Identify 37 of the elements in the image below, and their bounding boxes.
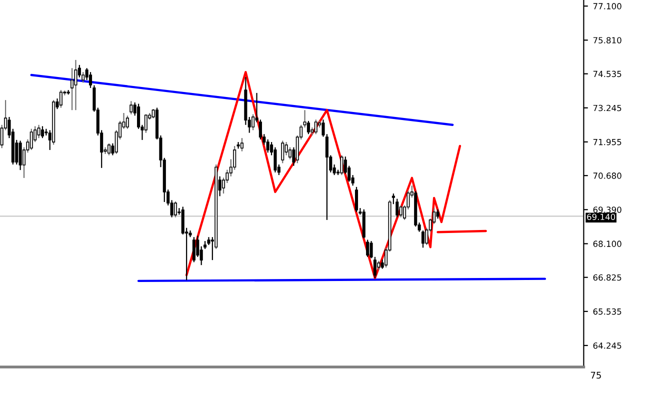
candlestick bbox=[266, 138, 270, 154]
candlestick bbox=[240, 138, 244, 152]
y-tick-label: 73.245 bbox=[593, 104, 622, 112]
y-tick-label: 70.680 bbox=[593, 172, 622, 179]
text: 75 bbox=[590, 372, 601, 379]
y-tick-label: 68.100 bbox=[593, 240, 622, 247]
candlestick bbox=[354, 186, 358, 213]
y-tick-label: 66.825 bbox=[593, 274, 622, 281]
ref-line-label: 69.140 bbox=[587, 214, 616, 220]
candlestick bbox=[281, 140, 284, 164]
candlestick bbox=[340, 154, 344, 176]
candlestick bbox=[59, 89, 62, 108]
candlestick bbox=[37, 124, 40, 139]
candlestick bbox=[30, 128, 33, 151]
candlestick bbox=[399, 204, 402, 218]
y-tick-label: 71.955 bbox=[593, 138, 622, 146]
candlestick bbox=[126, 115, 129, 130]
candlestick bbox=[306, 120, 310, 135]
candlestick bbox=[314, 119, 318, 135]
y-tick-label: 64.245 bbox=[593, 342, 622, 349]
y-tick-label: 69.390 bbox=[593, 206, 622, 213]
y-tick-label: 65.535 bbox=[593, 308, 622, 315]
candlestick bbox=[107, 142, 111, 156]
y-tick-label: 77.100 bbox=[593, 3, 622, 10]
candlestick bbox=[196, 235, 200, 258]
candlestick bbox=[40, 126, 44, 139]
candlestick bbox=[174, 200, 178, 218]
candlestick bbox=[436, 208, 440, 220]
y-tick-label: 75.810 bbox=[593, 37, 622, 44]
candlestick bbox=[74, 59, 78, 111]
candlestick bbox=[236, 141, 240, 150]
y-tick-label: 74.535 bbox=[593, 70, 622, 78]
line-series bbox=[185, 70, 462, 280]
candlestick bbox=[366, 239, 370, 258]
candlestick bbox=[130, 100, 133, 115]
candlestick bbox=[18, 140, 22, 171]
candlestick bbox=[192, 236, 196, 263]
